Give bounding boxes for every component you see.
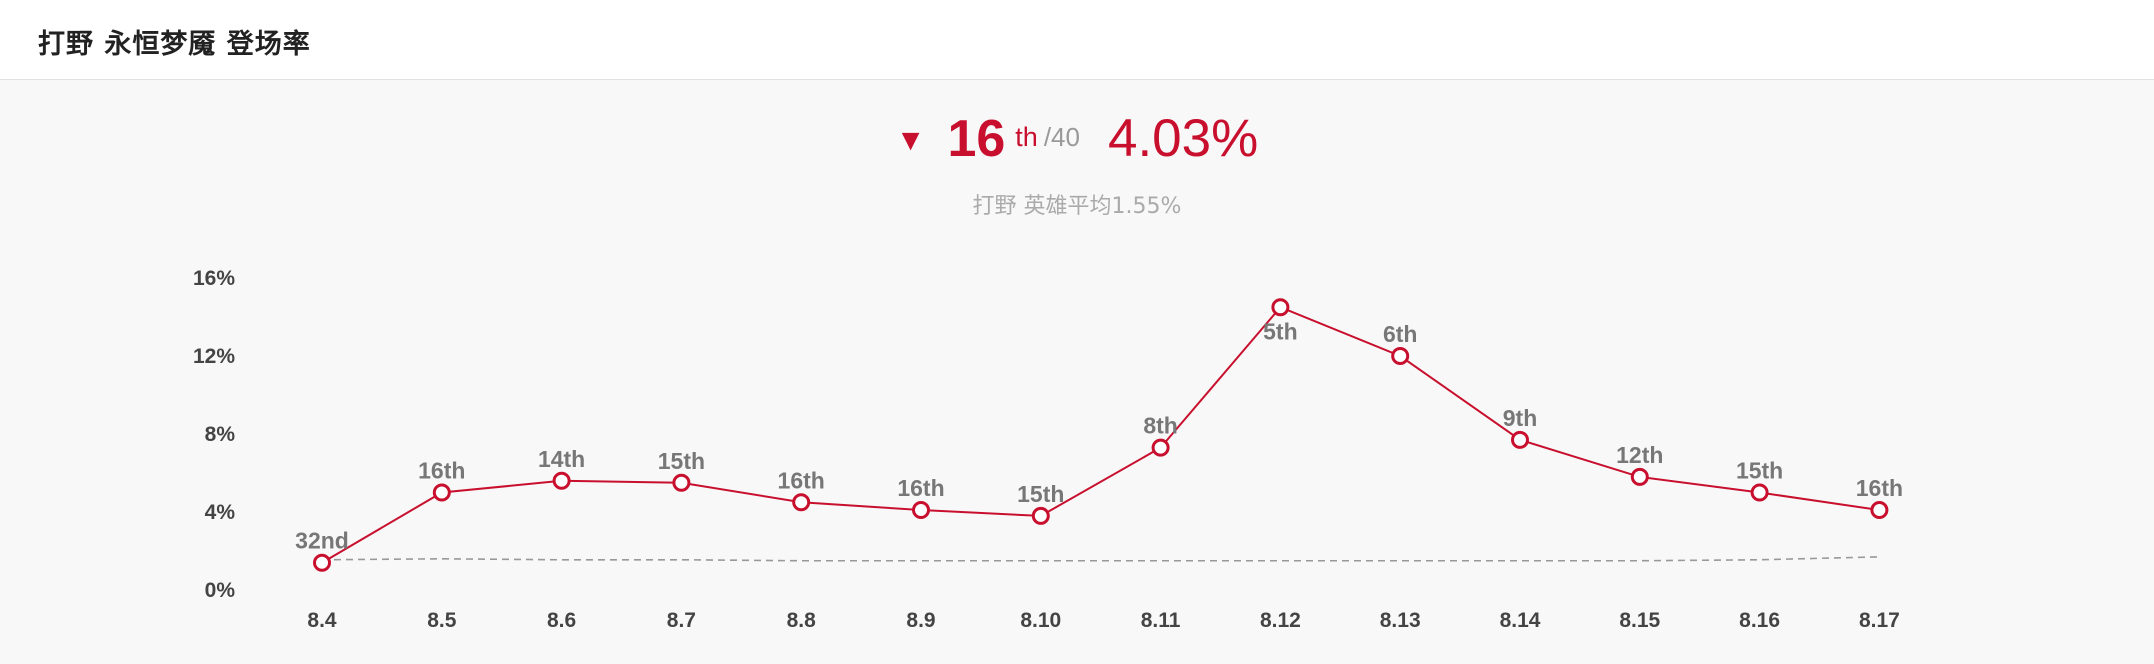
average-line [321, 556, 1880, 562]
data-label: 14th [538, 446, 585, 472]
data-label: 12th [1616, 442, 1663, 468]
x-tick-label: 8.17 [1859, 609, 1900, 632]
data-point [432, 483, 451, 502]
x-tick-label: 8.15 [1619, 609, 1660, 632]
y-tick-label: 16% [193, 267, 235, 290]
x-tick-label: 8.9 [906, 609, 935, 632]
x-tick-label: 8.14 [1500, 609, 1541, 632]
down-triangle-icon: ▼ [895, 124, 926, 157]
rank-number: 16 [947, 110, 1006, 168]
x-tick-label: 8.11 [1141, 609, 1181, 632]
y-tick-label: 4% [205, 501, 236, 524]
x-tick-label: 8.13 [1380, 609, 1421, 632]
data-label: 15th [1736, 458, 1783, 484]
data-point [1870, 501, 1889, 520]
data-point [792, 493, 811, 512]
data-label: 16th [418, 458, 465, 484]
x-tick-label: 8.10 [1020, 609, 1061, 632]
rank-total: /40 [1043, 122, 1080, 152]
data-point [1151, 438, 1170, 457]
data-point [912, 501, 930, 520]
data-label: 8th [1143, 413, 1178, 439]
data-point [1031, 506, 1050, 525]
page-title: 打野 永恒梦魇 登场率 [38, 29, 311, 60]
y-tick-label: 8% [205, 423, 236, 446]
x-tick-label: 8.6 [547, 609, 576, 632]
data-point [1391, 347, 1410, 365]
x-tick-label: 8.12 [1260, 609, 1301, 632]
data-label: 16th [778, 467, 825, 493]
rank-summary: ▼ 16 th /40 4.03% [0, 108, 2154, 169]
data-point [1630, 467, 1649, 486]
data-label: 6th [1383, 321, 1418, 347]
average-text: 打野 英雄平均1.55% [972, 194, 1182, 219]
x-tick-label: 8.4 [307, 609, 337, 632]
data-label: 16th [1856, 475, 1903, 501]
y-tick-label: 0% [205, 579, 236, 602]
data-point [1511, 430, 1529, 449]
rank-suffix: th [1015, 122, 1038, 152]
data-label: 5th [1263, 318, 1298, 344]
x-tick-label: 8.8 [787, 609, 817, 632]
data-point [1271, 298, 1290, 317]
x-tick-label: 8.5 [427, 609, 457, 632]
data-label: 32nd [295, 528, 349, 554]
header-bar: 打野 永恒梦魇 登场率 [0, 0, 2154, 80]
x-tick-label: 8.7 [667, 609, 696, 632]
data-label: 9th [1503, 405, 1538, 431]
x-tick-label: 8.16 [1739, 609, 1780, 632]
data-label: 16th [897, 475, 944, 501]
data-label: 15th [1017, 481, 1064, 507]
data-point [1750, 483, 1769, 502]
data-point [552, 471, 571, 490]
data-label: 15th [658, 448, 705, 474]
pick-rate-line [321, 306, 1880, 564]
y-tick-label: 12% [193, 345, 235, 368]
data-point [313, 553, 331, 572]
pick-rate: 4.03% [1107, 109, 1259, 168]
data-point [672, 473, 691, 492]
